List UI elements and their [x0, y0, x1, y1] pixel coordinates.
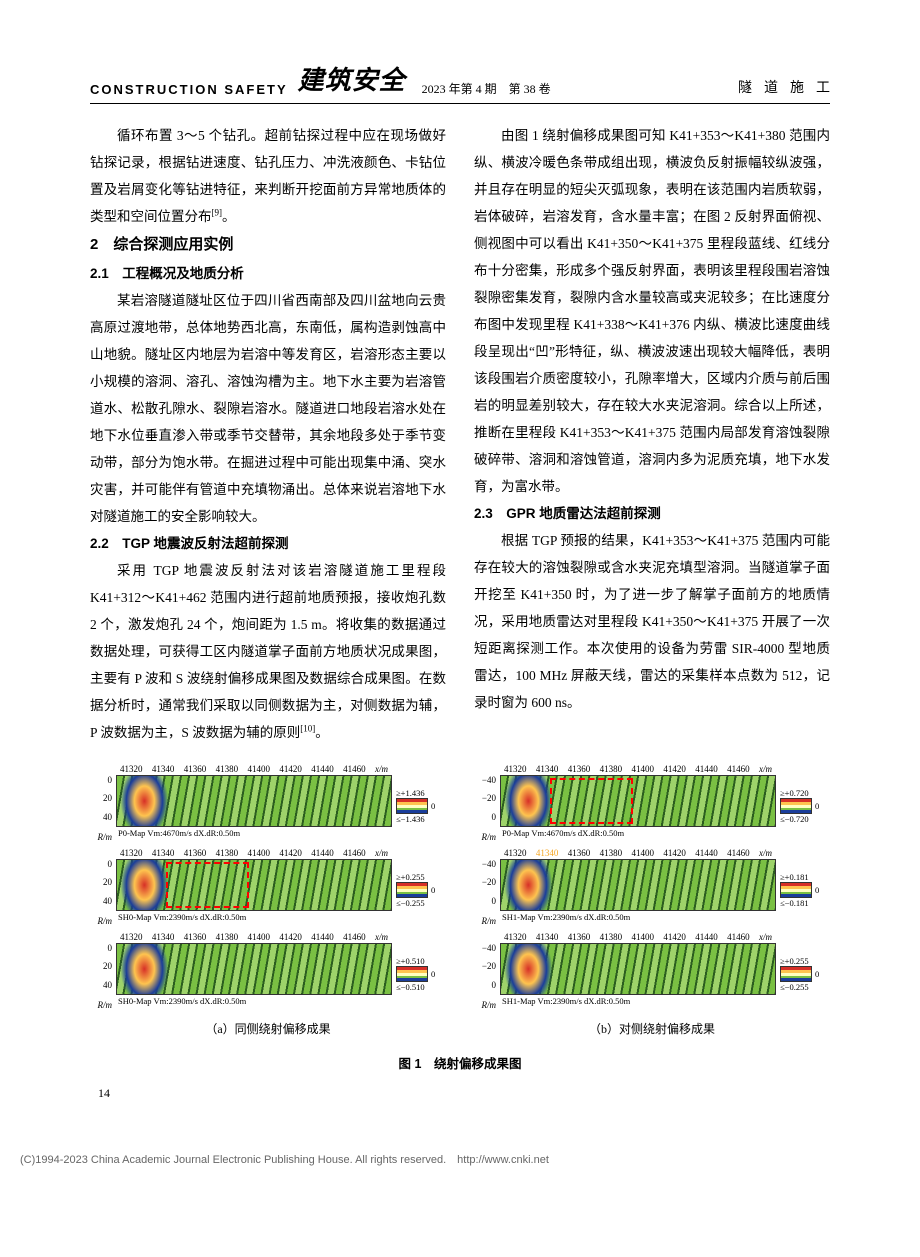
figure-1a: 02040R/m41320413404136041380414004142041… [90, 764, 446, 1037]
header: CONSTRUCTION SAFETY 建筑安全 2023 年第 4 期 第 3… [90, 60, 830, 104]
copyright-footer: (C)1994-2023 China Academic Journal Elec… [0, 1141, 920, 1177]
para-3: 采用 TGP 地震波反射法对该岩溶隧道施工里程段 K41+312～K41+462… [90, 557, 446, 746]
header-journal-title: 建筑安全 [298, 60, 406, 97]
cite-9: [9] [212, 208, 223, 218]
header-brand: CONSTRUCTION SAFETY [90, 82, 288, 97]
seismic-panel: 02040R/m41320413404136041380414004142041… [90, 932, 446, 1010]
para-2: 某岩溶隧道隧址区位于四川省西南部及四川盆地向云贵高原过渡地带，总体地势西北高，东… [90, 287, 446, 530]
page: CONSTRUCTION SAFETY 建筑安全 2023 年第 4 期 第 3… [0, 0, 920, 1141]
seismic-panel: −40−200R/m413204134041360413804140041420… [474, 848, 830, 926]
seismic-panel: −40−200R/m413204134041360413804140041420… [474, 932, 830, 1010]
figure-1-title: 图 1 绕射偏移成果图 [90, 1053, 830, 1072]
cite-10: [10] [300, 724, 315, 734]
figure-1: 02040R/m41320413404136041380414004142041… [90, 764, 830, 1072]
para-1: 循环布置 3～5 个钻孔。超前钻探过程中应在现场做好钻探记录，根据钻进速度、钻孔… [90, 122, 446, 230]
para-5: 根据 TGP 预报的结果，K41+353～K41+375 范围内可能存在较大的溶… [474, 527, 830, 716]
seismic-panel: 02040R/m41320413404136041380414004142041… [90, 848, 446, 926]
para-4: 由图 1 绕射偏移成果图可知 K41+353～K41+380 范围内纵、横波冷暖… [474, 122, 830, 500]
seismic-panel: 02040R/m41320413404136041380414004142041… [90, 764, 446, 842]
header-issue: 2023 年第 4 期 第 38 卷 [422, 80, 551, 97]
heading-2-1: 2.1 工程概况及地质分析 [90, 260, 446, 287]
subfigure-caption: （b）对侧绕射偏移成果 [474, 1020, 830, 1037]
header-section: 隧道施工 [738, 77, 842, 97]
heading-2-2: 2.2 TGP 地震波反射法超前探测 [90, 530, 446, 557]
page-number: 14 [98, 1086, 830, 1101]
heading-2-3: 2.3 GPR 地质雷达法超前探测 [474, 500, 830, 527]
subfigure-caption: （a）同侧绕射偏移成果 [90, 1020, 446, 1037]
seismic-panel: −40−200R/m413204134041360413804140041420… [474, 764, 830, 842]
body-columns: 循环布置 3～5 个钻孔。超前钻探过程中应在现场做好钻探记录，根据钻进速度、钻孔… [90, 122, 830, 746]
heading-2: 2 综合探测应用实例 [90, 230, 446, 260]
figure-1b: −40−200R/m413204134041360413804140041420… [474, 764, 830, 1037]
